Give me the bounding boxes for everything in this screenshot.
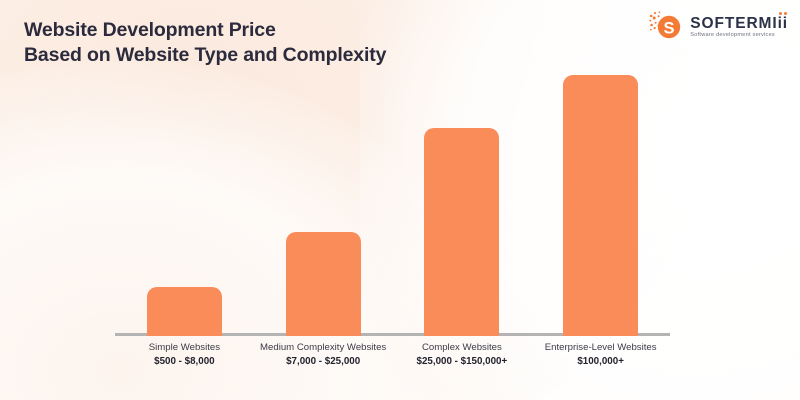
brand-logo[interactable]: S SOFTERMIii Software development servic…: [649, 11, 788, 43]
value-label: $100,000+: [577, 356, 624, 367]
x-axis-label-group: Complex Websites $25,000 - $150,000+: [393, 341, 532, 369]
logo-text-block: SOFTERMIii Software development services: [690, 12, 788, 39]
plot-area: [115, 60, 670, 336]
logo-wordmark-ii2: i: [782, 14, 788, 32]
title-line-2: Based on Website Type and Complexity: [24, 44, 387, 66]
bar-slot: [393, 60, 532, 336]
category-label: Complex Websites: [421, 342, 502, 353]
page-title: Website Development Price Based on Websi…: [24, 18, 386, 68]
bar-medium-complexity-websites[interactable]: [285, 231, 361, 336]
bar-series: [115, 60, 670, 336]
bar-slot: [531, 60, 670, 336]
category-label: Simple Websites: [148, 342, 221, 353]
x-axis-label-group: Enterprise-Level Websites $100,000+: [531, 341, 670, 369]
svg-text:S: S: [664, 19, 675, 37]
x-axis-label-group: Simple Websites $500 - $8,000: [115, 341, 254, 369]
softermii-logo-icon: S: [649, 11, 683, 43]
bar-simple-websites[interactable]: [146, 287, 222, 336]
title-line-1: Website Development Price: [24, 19, 276, 41]
value-label: $500 - $8,000: [154, 356, 215, 367]
x-axis-label-group: Medium Complexity Websites $7,000 - $25,…: [254, 341, 393, 369]
bar-complex-websites[interactable]: [424, 127, 500, 336]
bar-slot: [254, 60, 393, 336]
x-axis-labels: Simple Websites $500 - $8,000 Medium Com…: [115, 341, 670, 369]
logo-ii-dots-icon: [778, 12, 787, 15]
bar-slot: [115, 60, 254, 336]
value-label: $7,000 - $25,000: [286, 356, 361, 367]
bar-enterprise-level-websites[interactable]: [563, 74, 639, 336]
value-label: $25,000 - $150,000+: [416, 356, 508, 367]
bar-chart: [115, 60, 670, 336]
logo-wordmark-text: SOFTERMI: [690, 14, 778, 32]
category-label: Medium Complexity Websites: [260, 342, 387, 353]
logo-tagline: Software development services: [690, 31, 775, 38]
category-label: Enterprise-Level Websites: [544, 342, 657, 353]
logo-wordmark: SOFTERMIii: [690, 12, 788, 32]
